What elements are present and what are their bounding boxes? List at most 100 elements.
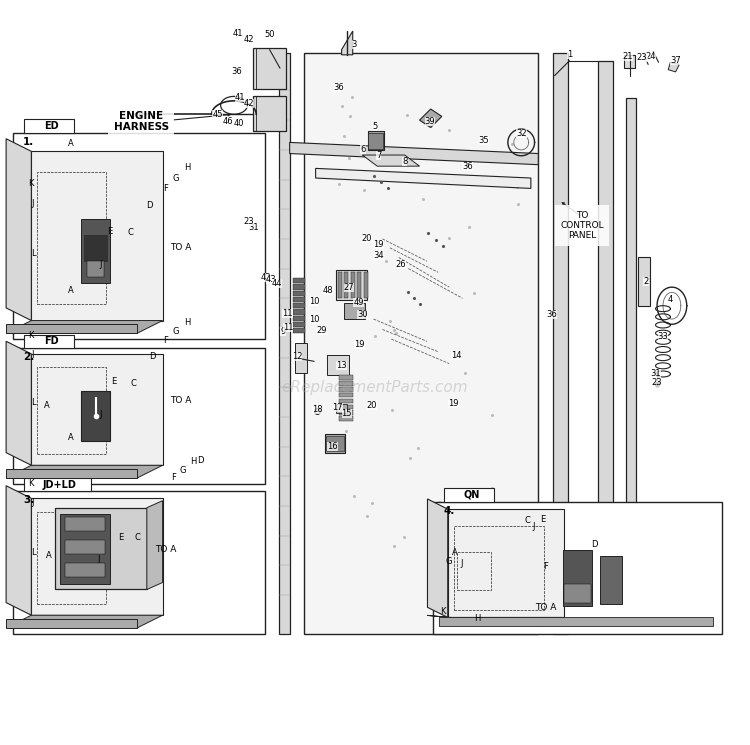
Bar: [293, 285, 305, 290]
Text: 35: 35: [478, 136, 490, 145]
Text: H: H: [474, 615, 481, 624]
Text: 37: 37: [670, 57, 681, 66]
Polygon shape: [32, 498, 163, 615]
Text: G: G: [179, 466, 186, 475]
Polygon shape: [32, 354, 163, 466]
Bar: [293, 303, 305, 308]
Text: eReplacementParts.com: eReplacementParts.com: [282, 380, 468, 395]
Text: 41: 41: [235, 93, 245, 102]
Text: K: K: [28, 479, 33, 488]
Text: 19: 19: [374, 241, 384, 250]
Bar: [339, 393, 352, 397]
Bar: [564, 584, 591, 603]
Text: F: F: [543, 562, 548, 571]
Text: 34: 34: [374, 251, 384, 260]
Text: 5: 5: [372, 121, 377, 130]
Bar: [13, 133, 266, 339]
Text: A: A: [68, 139, 74, 148]
Text: C: C: [130, 379, 136, 388]
Text: TO A: TO A: [170, 244, 191, 253]
Bar: [326, 437, 344, 451]
Text: A: A: [452, 548, 458, 557]
Text: H: H: [190, 457, 196, 466]
Polygon shape: [6, 486, 32, 615]
Text: 19: 19: [448, 399, 459, 408]
Text: 29: 29: [316, 326, 327, 335]
Bar: [293, 278, 305, 283]
Text: 23: 23: [244, 218, 254, 226]
Text: 42: 42: [244, 99, 254, 108]
Polygon shape: [316, 168, 531, 188]
Bar: [336, 270, 367, 299]
Text: 1.: 1.: [23, 136, 34, 147]
Text: 30: 30: [357, 310, 368, 319]
Bar: [64, 539, 105, 554]
Text: 41: 41: [232, 29, 243, 38]
Bar: [87, 261, 104, 277]
Text: 27: 27: [344, 282, 354, 291]
Bar: [293, 328, 305, 333]
Text: 31: 31: [249, 224, 259, 232]
Text: G: G: [446, 557, 452, 566]
Text: 11: 11: [282, 308, 292, 317]
Bar: [253, 48, 286, 89]
Text: QN: QN: [464, 490, 480, 500]
Bar: [24, 119, 74, 133]
Text: D: D: [197, 456, 204, 465]
Bar: [13, 348, 266, 484]
Text: C: C: [128, 229, 133, 238]
Bar: [364, 273, 368, 298]
Bar: [24, 335, 74, 348]
Bar: [368, 131, 384, 150]
Polygon shape: [295, 343, 307, 372]
Text: 45: 45: [212, 110, 223, 118]
Text: L: L: [32, 250, 36, 259]
Text: TO
CONTROL
PANEL: TO CONTROL PANEL: [560, 211, 604, 241]
Polygon shape: [427, 499, 448, 618]
Polygon shape: [6, 341, 32, 466]
Text: D: D: [592, 540, 598, 549]
Bar: [293, 309, 305, 314]
Text: 49: 49: [353, 298, 364, 307]
Bar: [327, 355, 349, 375]
Polygon shape: [6, 139, 32, 320]
Bar: [339, 416, 352, 421]
Bar: [38, 367, 106, 454]
Polygon shape: [448, 509, 563, 618]
Polygon shape: [626, 98, 636, 595]
Bar: [38, 513, 106, 603]
Text: 4: 4: [668, 295, 673, 304]
Text: J: J: [32, 199, 34, 208]
Text: G: G: [172, 327, 179, 336]
Polygon shape: [278, 54, 290, 634]
Text: 18: 18: [312, 405, 322, 414]
Text: E: E: [107, 227, 112, 236]
Bar: [433, 501, 722, 634]
Polygon shape: [419, 109, 442, 127]
Text: 36: 36: [463, 162, 473, 171]
Text: 32: 32: [516, 129, 526, 138]
Bar: [338, 273, 341, 298]
Text: D: D: [146, 201, 152, 210]
Text: 16: 16: [328, 443, 338, 451]
Text: J: J: [98, 555, 100, 564]
Bar: [55, 507, 147, 589]
Bar: [293, 322, 305, 327]
Polygon shape: [6, 324, 137, 333]
Polygon shape: [362, 155, 419, 166]
Bar: [339, 381, 352, 386]
Bar: [64, 562, 105, 577]
Bar: [444, 488, 494, 501]
Text: 23: 23: [637, 54, 647, 63]
Text: 31: 31: [650, 370, 661, 378]
Bar: [64, 517, 105, 531]
Text: 36: 36: [333, 83, 344, 92]
Bar: [59, 513, 110, 583]
Text: TO A: TO A: [170, 396, 191, 405]
Text: 7: 7: [376, 150, 382, 159]
Text: J: J: [460, 559, 463, 568]
Text: 19: 19: [354, 340, 364, 349]
Polygon shape: [32, 151, 163, 320]
Text: 48: 48: [323, 286, 334, 295]
Bar: [293, 316, 305, 321]
